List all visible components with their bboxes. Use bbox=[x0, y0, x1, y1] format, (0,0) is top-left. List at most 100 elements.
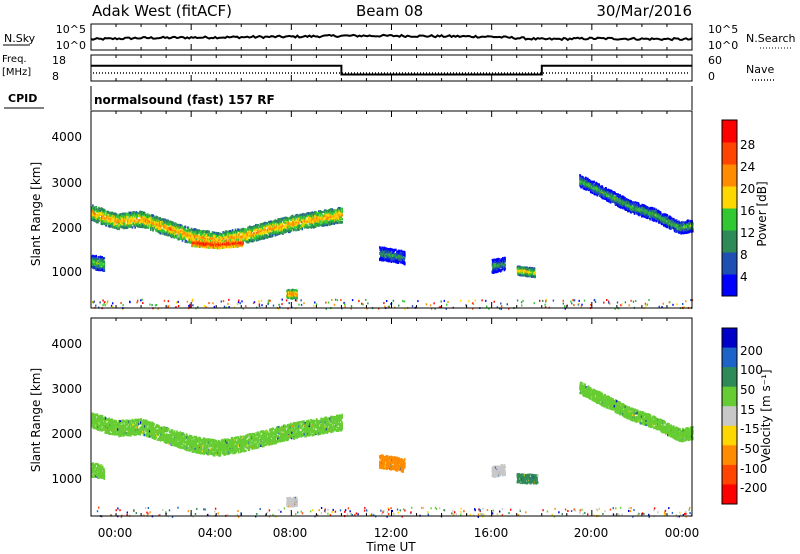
power-cell bbox=[336, 212, 338, 215]
power-cell bbox=[120, 225, 123, 228]
power-cell bbox=[286, 229, 289, 233]
power-cell bbox=[617, 193, 620, 197]
power-cell bbox=[637, 204, 639, 208]
power-cell bbox=[261, 234, 264, 237]
power-cell bbox=[598, 192, 600, 195]
power-cell bbox=[227, 232, 230, 235]
power-cell bbox=[615, 193, 617, 196]
power-cell bbox=[193, 236, 195, 239]
power-cell bbox=[309, 221, 311, 224]
power-cell bbox=[210, 239, 212, 243]
power-cell bbox=[264, 229, 267, 232]
power-cell bbox=[232, 234, 234, 237]
power-cell bbox=[256, 235, 259, 238]
power-cell bbox=[231, 235, 234, 239]
power-cell bbox=[659, 214, 661, 217]
power-cell bbox=[250, 238, 253, 241]
power-cell bbox=[281, 218, 284, 221]
power-cell bbox=[149, 215, 151, 218]
power-cell bbox=[185, 240, 188, 243]
power-cell bbox=[232, 239, 235, 242]
power-cell bbox=[107, 219, 109, 223]
power-cell bbox=[306, 213, 309, 217]
power-cell bbox=[271, 234, 274, 237]
power-cell bbox=[269, 220, 272, 224]
power-cell bbox=[168, 222, 170, 226]
power-cell bbox=[627, 198, 630, 202]
power-cell bbox=[112, 222, 114, 225]
power-cell bbox=[232, 231, 234, 234]
power-cell bbox=[599, 190, 602, 193]
power-cell bbox=[138, 221, 141, 225]
power-cell bbox=[180, 235, 183, 238]
power-cell bbox=[97, 217, 99, 220]
power-cell bbox=[140, 221, 142, 224]
power-cell bbox=[228, 236, 231, 240]
power-cell bbox=[108, 222, 110, 225]
power-cell bbox=[641, 208, 644, 212]
power-cell bbox=[278, 221, 280, 224]
power-cell bbox=[237, 235, 239, 238]
power-cell bbox=[152, 229, 154, 232]
power-cell bbox=[160, 225, 162, 228]
power-cell bbox=[178, 227, 180, 230]
power-cell bbox=[271, 231, 273, 235]
power-cell bbox=[104, 212, 107, 215]
power-cell bbox=[269, 228, 272, 231]
power-cell bbox=[299, 220, 301, 223]
power-cell bbox=[155, 228, 158, 231]
power-cell bbox=[618, 205, 621, 208]
power-cell bbox=[664, 225, 667, 228]
power-cell bbox=[173, 227, 176, 230]
power-cell bbox=[265, 230, 267, 233]
freq-tick-top: 18 bbox=[52, 54, 66, 67]
power-cell bbox=[219, 240, 222, 243]
power-cell bbox=[653, 208, 655, 212]
power-cell bbox=[323, 218, 325, 221]
power-cell bbox=[319, 212, 321, 215]
power-cell bbox=[160, 218, 163, 221]
power-cell bbox=[592, 189, 594, 193]
noise-right-label: N.Search bbox=[746, 32, 796, 45]
power-cell bbox=[614, 192, 616, 195]
power-cell bbox=[330, 217, 333, 220]
power-cell bbox=[640, 215, 643, 218]
power-cell bbox=[136, 215, 138, 219]
power-cell bbox=[234, 228, 237, 231]
power-cell bbox=[311, 211, 313, 214]
power-cell bbox=[301, 224, 304, 227]
power-cell bbox=[634, 204, 636, 208]
power-cell bbox=[305, 222, 308, 225]
power-cell bbox=[132, 216, 134, 219]
power-cell bbox=[200, 236, 203, 239]
power-cell bbox=[221, 234, 224, 237]
power-cell bbox=[328, 222, 330, 225]
power-cell bbox=[629, 209, 632, 213]
power-cell bbox=[638, 203, 640, 206]
power-cell bbox=[289, 229, 292, 232]
power-cell bbox=[289, 221, 292, 225]
power-cell bbox=[162, 232, 164, 235]
power-cell bbox=[337, 221, 340, 224]
power-cell bbox=[111, 219, 113, 222]
power-cell bbox=[328, 220, 331, 224]
power-cell bbox=[305, 214, 307, 217]
power-cell bbox=[300, 215, 302, 219]
power-cell bbox=[285, 230, 287, 233]
power-cell bbox=[320, 213, 322, 216]
power-cell bbox=[603, 195, 605, 199]
power-cell bbox=[601, 185, 604, 188]
power-cell bbox=[190, 232, 192, 235]
power-cell bbox=[112, 212, 115, 215]
power-cell bbox=[665, 218, 668, 221]
power-cell bbox=[663, 221, 665, 225]
power-cell bbox=[627, 210, 629, 213]
power-cell bbox=[226, 230, 228, 234]
power-cell bbox=[207, 234, 209, 237]
power-cell bbox=[664, 215, 666, 218]
power-cell bbox=[582, 182, 585, 185]
power-cell bbox=[191, 241, 193, 244]
power-cell bbox=[334, 215, 337, 218]
power-cell bbox=[305, 223, 308, 227]
power-cell bbox=[325, 221, 327, 225]
